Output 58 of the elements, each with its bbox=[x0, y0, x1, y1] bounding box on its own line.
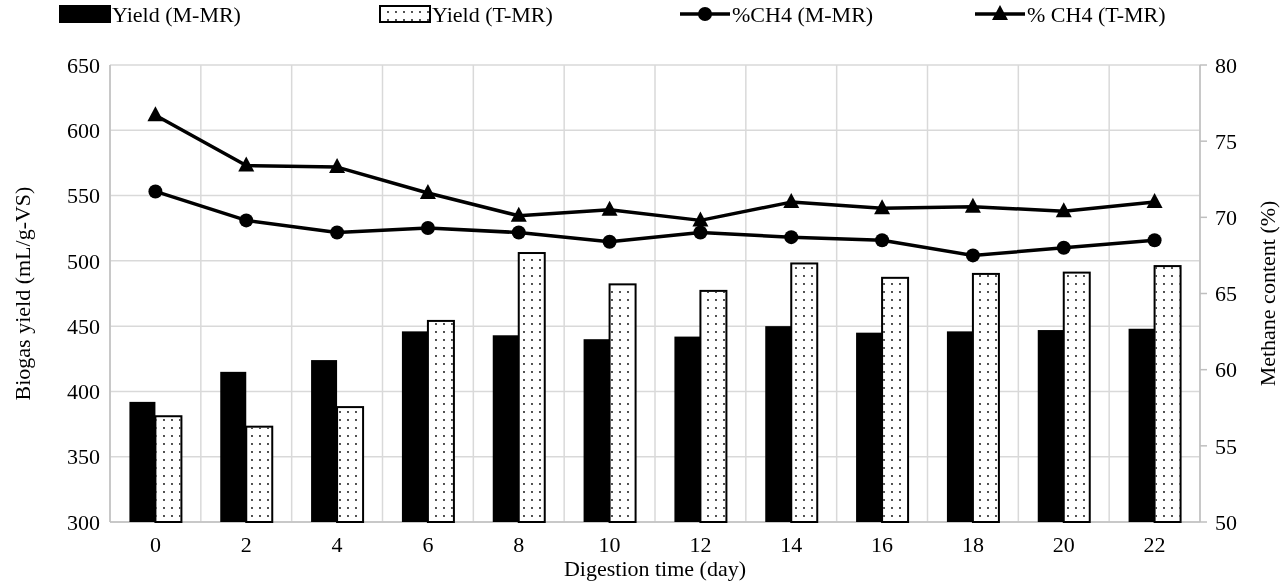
x-axis-title: Digestion time (day) bbox=[563, 556, 747, 581]
y-tick-label: 450 bbox=[67, 313, 100, 339]
point bbox=[1055, 202, 1072, 218]
x-tick-label: 2 bbox=[240, 532, 252, 557]
x-tick-label: 8 bbox=[513, 532, 525, 557]
y2-tick-label: 55 bbox=[1215, 433, 1237, 459]
y2-tick-label: 70 bbox=[1215, 205, 1237, 231]
point bbox=[784, 230, 799, 245]
x-tick-label: 10 bbox=[598, 532, 621, 557]
point bbox=[1056, 240, 1071, 255]
y-tick-label: 350 bbox=[67, 444, 100, 470]
point bbox=[239, 213, 254, 228]
y2-axis-title: Methane content (%) bbox=[1255, 200, 1280, 387]
x-tick-label: 4 bbox=[331, 532, 343, 557]
x-tick-label: 14 bbox=[780, 532, 803, 557]
point bbox=[419, 183, 436, 199]
y2-tick-label: 60 bbox=[1215, 357, 1237, 383]
y-axis-title: Biogas yield (mL/g-VS) bbox=[10, 186, 35, 401]
point bbox=[148, 184, 163, 199]
legend-label: % CH4 (T-MR) bbox=[1027, 1, 1166, 27]
y-tick-label: 400 bbox=[67, 379, 100, 405]
point bbox=[330, 225, 345, 240]
y-tick-label: 600 bbox=[67, 117, 100, 143]
x-tick-label: 22 bbox=[1143, 532, 1166, 557]
x-tick-label: 0 bbox=[149, 532, 161, 557]
point bbox=[1146, 193, 1163, 209]
point bbox=[874, 199, 891, 215]
point bbox=[964, 197, 981, 213]
point bbox=[147, 106, 164, 122]
x-tick-label: 18 bbox=[961, 532, 984, 557]
point bbox=[692, 211, 709, 227]
point bbox=[965, 248, 980, 263]
point bbox=[1147, 233, 1162, 248]
y-tick-label: 650 bbox=[67, 52, 100, 78]
point bbox=[511, 225, 526, 240]
point bbox=[601, 200, 618, 216]
y2-tick-label: 75 bbox=[1215, 128, 1237, 154]
x-tick-label: 20 bbox=[1052, 532, 1075, 557]
point bbox=[238, 156, 255, 172]
y2-tick-label: 65 bbox=[1215, 281, 1237, 307]
legend-label: %CH4 (M-MR) bbox=[732, 1, 874, 27]
x-tick-label: 12 bbox=[689, 532, 712, 557]
point bbox=[875, 233, 890, 248]
y2-tick-label: 80 bbox=[1215, 52, 1237, 78]
legend-label: Yield (T-MR) bbox=[432, 1, 553, 27]
y2-tick-label: 50 bbox=[1215, 509, 1237, 535]
point bbox=[420, 221, 435, 235]
point bbox=[783, 193, 800, 209]
point bbox=[329, 158, 346, 174]
x-tick-label: 16 bbox=[871, 532, 894, 557]
y-tick-label: 500 bbox=[67, 248, 100, 274]
x-tick-label: 6 bbox=[422, 532, 434, 557]
y-tick-label: 300 bbox=[67, 509, 100, 535]
y-tick-label: 550 bbox=[67, 183, 100, 209]
point bbox=[602, 234, 617, 249]
legend-label: Yield (M-MR) bbox=[112, 1, 241, 27]
point bbox=[693, 225, 708, 240]
point bbox=[510, 206, 527, 222]
